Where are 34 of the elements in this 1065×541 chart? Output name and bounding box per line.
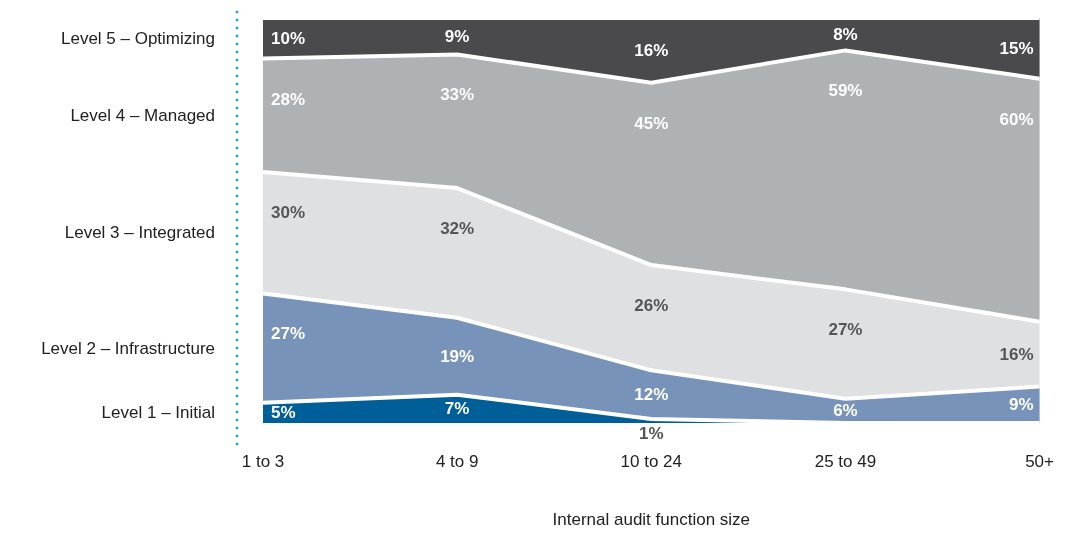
x-tick-label: 25 to 49 (814, 452, 877, 471)
data-label: 9% (1009, 395, 1034, 415)
data-label: 45% (634, 113, 669, 133)
x-tick-label: 10 to 24 (620, 452, 683, 471)
data-label: 5% (271, 403, 296, 423)
data-label: 7% (444, 399, 470, 419)
text: Level 2 – Infrastructure (41, 338, 215, 358)
text: Level 5 – Optimizing (60, 28, 215, 48)
data-label: 33% (440, 85, 475, 105)
x-tick-label: 4 to 9 (435, 452, 479, 471)
data-label: 15% (999, 38, 1034, 58)
data-label: 19% (440, 346, 475, 366)
text: Level 4 – Managed (70, 105, 215, 125)
data-label: 16% (999, 344, 1034, 364)
data-label: 8% (833, 24, 858, 44)
data-label: 30% (271, 202, 306, 222)
x-axis-title: Internal audit function size (552, 510, 751, 529)
text: Level 3 – Integrated (64, 223, 215, 243)
data-label: 26% (634, 296, 669, 316)
data-label: 1% (639, 423, 664, 443)
text: Level 1 – Initial (101, 403, 215, 423)
data-label: 27% (828, 320, 863, 340)
data-label: 59% (828, 81, 863, 101)
data-label: 9% (444, 26, 470, 46)
data-label: 6% (833, 401, 858, 421)
data-label: 32% (440, 219, 475, 239)
data-label: 16% (634, 40, 669, 60)
data-label: 60% (999, 109, 1034, 129)
x-tick-label: 1 to 3 (241, 452, 285, 471)
data-label: 27% (271, 324, 306, 344)
data-label: 28% (271, 89, 306, 109)
data-label: 12% (634, 385, 669, 405)
data-label: 10% (271, 28, 306, 48)
x-tick-label: 50+ (1025, 452, 1055, 471)
